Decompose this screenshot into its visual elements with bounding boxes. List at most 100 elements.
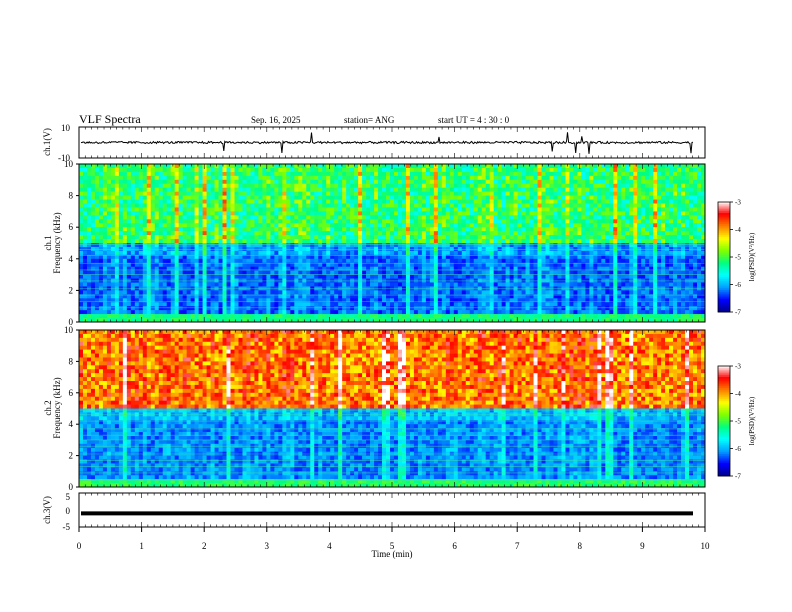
spectrogram-cell: [118, 164, 124, 169]
spectrogram-cell: [218, 164, 223, 169]
spectrogram-cell: [214, 310, 219, 315]
spectrogram-cell: [378, 191, 383, 196]
spectrogram-cell: [170, 207, 175, 212]
spectrogram-cell: [98, 306, 104, 311]
spectrogram-cell: [218, 318, 223, 323]
spectrogram-cell: [258, 235, 263, 240]
spectrogram-cell: [218, 183, 223, 188]
spectrogram-cell: [342, 235, 347, 240]
spectrogram-cell: [306, 235, 311, 240]
spectrogram-cell: [230, 254, 235, 260]
spectrogram-cell: [266, 171, 271, 177]
spectrogram-cell: [334, 282, 339, 287]
spectrogram-cell: [294, 310, 299, 315]
spectrogram-cell: [106, 239, 112, 244]
spectrogram-cell: [282, 219, 287, 224]
spectrogram-cell: [306, 179, 311, 185]
spectrogram-cell: [194, 258, 199, 264]
spectrogram-cell: [262, 195, 267, 200]
spectrogram-cell: [445, 290, 451, 295]
spectrogram-cell: [505, 243, 510, 248]
spectrogram-cell: [294, 282, 299, 287]
spectrogram-cell: [294, 302, 299, 307]
spectrogram-cell: [318, 195, 323, 200]
spectrogram-cell: [194, 223, 199, 228]
spectrogram-cell: [374, 243, 379, 248]
spectrogram-cell: [274, 314, 279, 319]
spectrogram-cell: [569, 290, 574, 295]
spectrogram-cell: [421, 235, 427, 240]
spectrogram-cell: [561, 211, 566, 216]
spectrogram-cell: [473, 314, 479, 319]
spectrogram-cell: [449, 310, 455, 315]
spectrogram-cell: [370, 215, 375, 220]
spectrogram-cell: [110, 231, 116, 236]
spectrogram-cell: [230, 203, 235, 208]
spectrogram-cell: [473, 310, 479, 315]
spectrogram-cell: [234, 239, 239, 244]
spectrogram-cell: [282, 250, 287, 256]
spectrogram-cell: [537, 290, 542, 295]
spectrogram-cell: [258, 203, 263, 208]
spectrogram-cell: [386, 254, 391, 260]
spectrogram-cell: [393, 310, 399, 315]
spectrogram-cell: [386, 207, 391, 212]
spectrogram-cell: [162, 227, 168, 232]
spectrogram-cell: [282, 199, 287, 204]
spectrogram-cell: [401, 227, 407, 232]
spectrogram-cell: [461, 183, 467, 188]
spectrogram-cell: [521, 195, 526, 200]
spectrogram-cell: [210, 191, 215, 196]
spectrogram-cell: [449, 231, 455, 236]
spectrogram-cell: [497, 219, 502, 224]
spectrogram-cell: [382, 314, 387, 319]
spectrogram-cell: [326, 298, 331, 303]
spectrogram-cell: [318, 183, 323, 188]
spectrogram-cell: [278, 227, 283, 232]
spectrogram-cell: [437, 195, 443, 200]
spectrogram-cell: [437, 262, 443, 267]
spectrogram-cell: [266, 262, 271, 267]
spectrogram-cell: [469, 306, 475, 311]
spectrogram-cell: [150, 187, 156, 192]
spectrogram-cell: [306, 227, 311, 232]
spectrogram-cell: [374, 219, 379, 224]
spectrogram-cell: [174, 199, 179, 204]
spectrogram-cell: [529, 215, 534, 220]
spectrogram-cell: [441, 231, 447, 236]
spectrogram-cell: [106, 231, 112, 236]
spectrogram-cell: [346, 254, 351, 260]
spectrogram-cell: [138, 179, 144, 185]
spectrogram-cell: [565, 318, 570, 323]
spectrogram-cell: [429, 235, 435, 240]
spectrogram-cell: [405, 179, 411, 185]
spectrogram-cell: [82, 254, 88, 260]
spectrogram-cell: [521, 243, 526, 248]
spectrogram-cell: [465, 195, 471, 200]
spectrogram-cell: [517, 298, 522, 303]
spectrogram-cell: [497, 239, 502, 244]
spectrogram-cell: [569, 231, 574, 236]
spectrogram-cell: [525, 215, 530, 220]
spectrogram-cell: [298, 302, 303, 307]
spectrogram-cell: [386, 191, 391, 196]
spectrogram-cell: [350, 211, 355, 216]
spectrogram-cell: [122, 219, 128, 224]
spectrogram-cell: [350, 274, 355, 279]
spectrogram-cell: [326, 243, 331, 248]
spectrogram-cell: [79, 239, 84, 244]
spectrogram-cell: [106, 254, 112, 260]
spectrogram-cell: [110, 250, 116, 256]
spectrogram-cell: [130, 294, 136, 299]
spectrogram-cell: [346, 183, 351, 188]
spectrogram-cell: [390, 183, 395, 188]
spectrogram-cell: [573, 203, 578, 208]
spectrogram-cell: [270, 179, 275, 185]
spectrogram-cell: [537, 266, 542, 271]
spectrogram-cell: [358, 211, 363, 216]
spectrogram-cell: [537, 195, 542, 200]
spectrogram-cell: [334, 207, 339, 212]
spectrogram-cell: [222, 223, 227, 228]
spectrogram-cell: [238, 270, 243, 275]
spectrogram-cell: [429, 239, 435, 244]
